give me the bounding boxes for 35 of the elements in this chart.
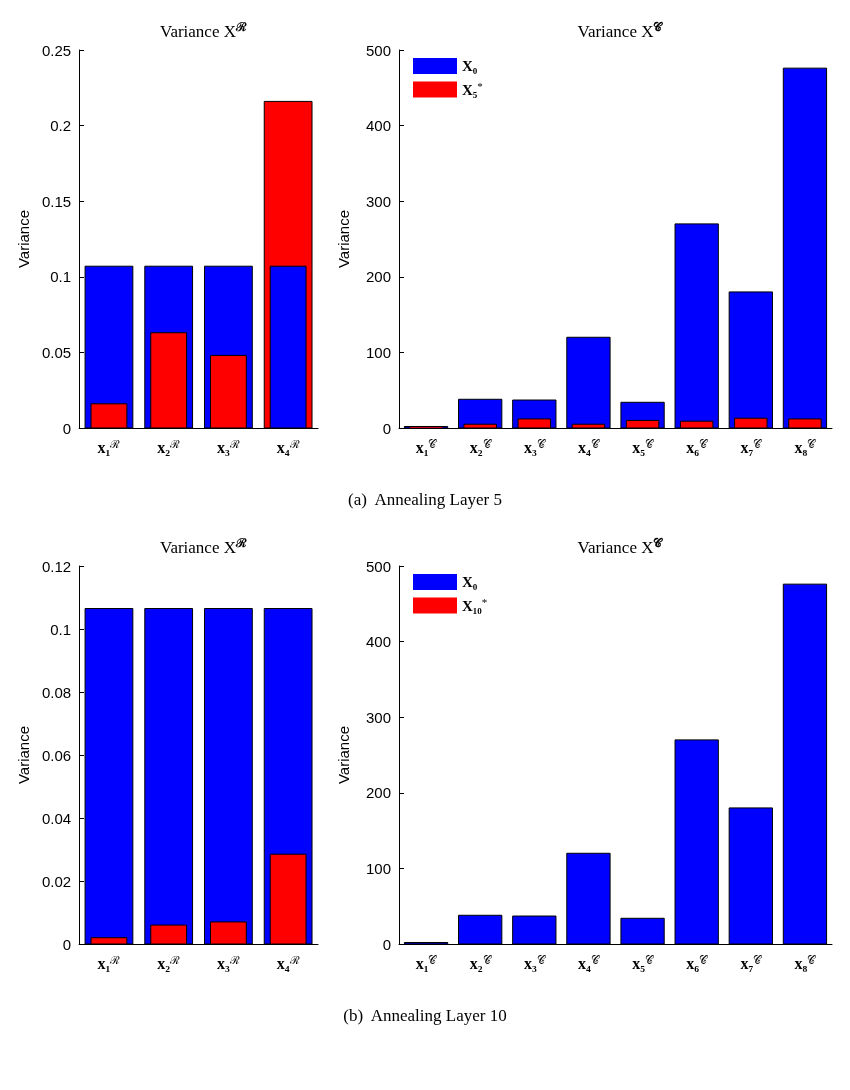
legend-label: X₀ [462, 574, 478, 590]
y-tick-label: 0.15 [41, 192, 72, 210]
legend-label: X₅* [462, 79, 483, 98]
y-tick-label: 400 [365, 117, 391, 135]
y-tick-label: 300 [365, 708, 391, 726]
y-tick-label: 100 [365, 343, 391, 361]
y-axis-title: Variance [15, 209, 32, 269]
y-tick-label: 0.08 [41, 683, 72, 701]
y-tick-label: 100 [365, 859, 391, 877]
legend-label: X₀ [462, 58, 478, 74]
y-tick-label: 0.2 [50, 117, 72, 135]
y-tick-label: 200 [365, 784, 391, 802]
text: (a) Annealing Layer 5 [347, 490, 503, 510]
y-axis-title: Variance [335, 209, 352, 269]
y-tick-label: 0 [382, 419, 391, 437]
y-tick-label: 0.12 [41, 557, 72, 575]
y-tick-label: 200 [365, 268, 391, 286]
y-axis-title: Variance [15, 725, 32, 785]
y-tick-label: 500 [365, 41, 391, 59]
y-tick-label: 0.1 [50, 620, 72, 638]
y-tick-label: 0.25 [41, 41, 72, 59]
y-tick-label: 300 [365, 192, 391, 210]
y-tick-label: 0.06 [41, 746, 72, 764]
text: (b) Annealing Layer 10 [342, 1006, 508, 1026]
y-tick-label: 0.05 [41, 343, 72, 361]
y-tick-label: 0 [382, 935, 391, 953]
y-axis-title: Variance [335, 725, 352, 785]
y-tick-label: 0.04 [41, 809, 72, 827]
y-tick-label: 0.1 [50, 268, 72, 286]
y-tick-label: 0 [62, 419, 72, 437]
legend-label: X₁₀* [462, 595, 488, 614]
y-tick-label: 0 [62, 935, 72, 953]
y-tick-label: 0.02 [41, 872, 72, 890]
y-tick-label: 500 [365, 557, 391, 575]
y-tick-label: 400 [365, 633, 391, 651]
